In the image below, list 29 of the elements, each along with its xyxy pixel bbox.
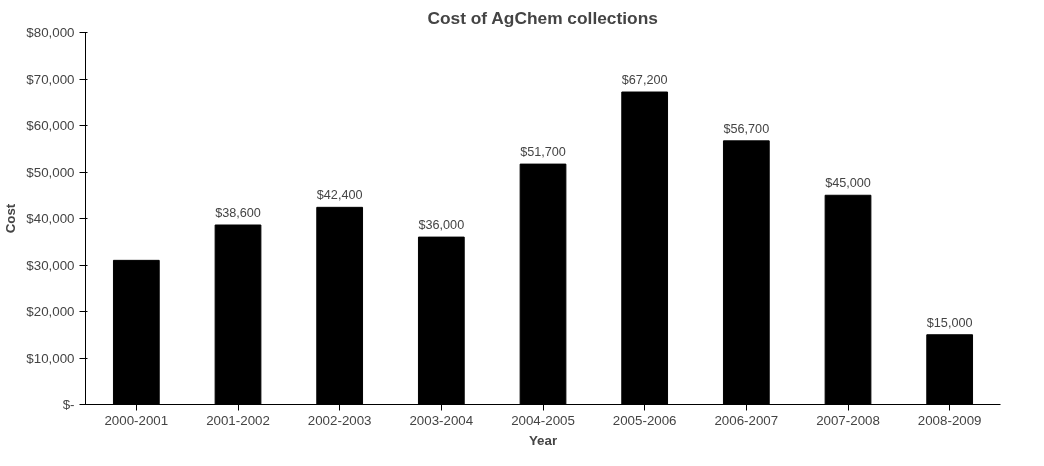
data-label: $56,700 — [723, 121, 770, 136]
x-tick-label: 2008-2009 — [917, 412, 982, 428]
x-tick-label: 2000-2001 — [104, 412, 169, 428]
y-tick-label: $- — [62, 397, 75, 412]
y-tick-label: $60,000 — [26, 118, 75, 133]
y-tick-label: $30,000 — [26, 257, 75, 273]
x-tick-label: 2006-2007 — [714, 412, 779, 428]
x-tick-label: 2001-2002 — [206, 412, 270, 428]
data-label: $36,000 — [418, 218, 465, 233]
x-tick-label: 2007-2008 — [816, 412, 880, 428]
data-label: $51,700 — [520, 145, 566, 160]
data-label: $38,600 — [215, 206, 261, 221]
data-label: $67,200 — [621, 73, 668, 88]
x-tick-label: 2004-2005 — [511, 412, 575, 428]
x-tick-label: 2005-2006 — [612, 412, 677, 428]
x-tick-label: 2002-2003 — [307, 412, 372, 428]
data-label: $15,000 — [926, 315, 973, 330]
y-tick-label: $40,000 — [26, 211, 75, 226]
chart-title: Cost of AgChem collections — [427, 7, 658, 28]
y-tick-label: $10,000 — [26, 350, 75, 366]
y-axis-title: Cost — [3, 203, 19, 234]
y-tick-label: $20,000 — [26, 304, 75, 319]
x-tick-label: 2003-2004 — [409, 412, 474, 428]
y-tick-label: $50,000 — [26, 164, 75, 180]
y-tick-label: $70,000 — [26, 71, 75, 87]
data-label: $42,400 — [316, 188, 363, 203]
data-label: $45,000 — [825, 176, 871, 191]
y-tick-label: $80,000 — [26, 25, 75, 40]
x-axis-title: Year — [528, 432, 558, 448]
